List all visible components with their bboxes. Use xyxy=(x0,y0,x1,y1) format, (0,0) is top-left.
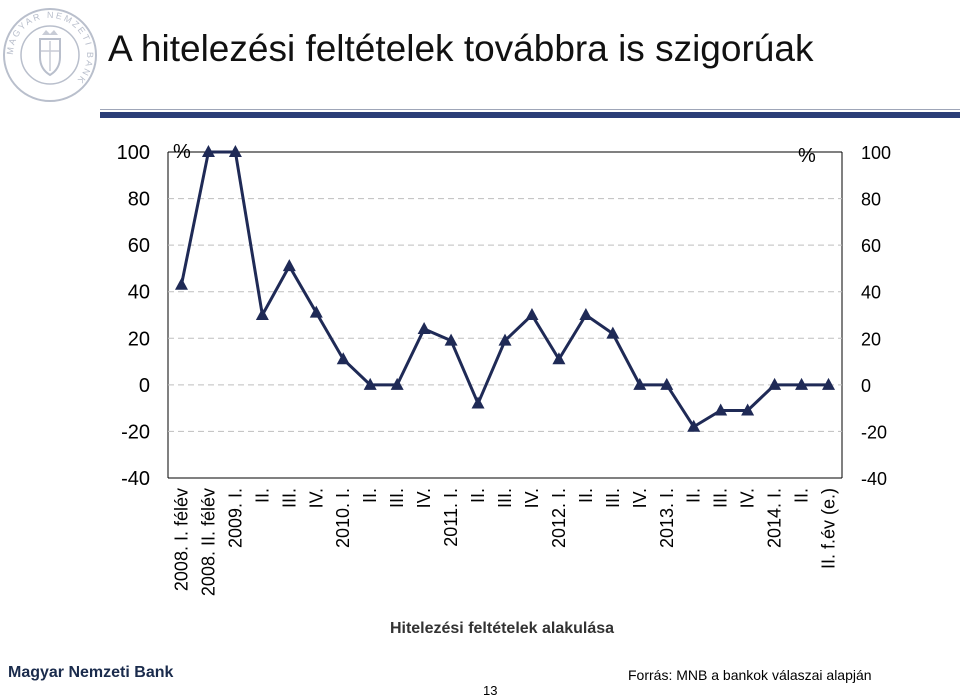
data-point-8 xyxy=(390,377,404,390)
x-tick-label-9: IV. xyxy=(414,488,434,508)
data-point-16 xyxy=(606,326,620,339)
x-tick-label-11: II. xyxy=(468,488,488,503)
y-tick-right-2: 60 xyxy=(861,236,881,256)
y-tick-right-6: -20 xyxy=(861,422,887,442)
data-point-10 xyxy=(444,333,458,346)
x-tick-label-24: II. f.év (e.) xyxy=(819,488,839,569)
x-tick-label-1: 2008. II. félév xyxy=(198,488,218,596)
y-tick-left-4: 20 xyxy=(128,328,150,350)
x-tick-label-16: III. xyxy=(603,488,623,508)
x-tick-label-2: 2009. I. xyxy=(225,488,245,548)
y-tick-left-1: 80 xyxy=(128,189,150,211)
mnb-logo: MAGYAR NEMZETI BANK xyxy=(3,8,97,102)
data-point-21 xyxy=(741,403,755,416)
y-tick-right-4: 20 xyxy=(861,329,881,349)
x-tick-label-10: 2011. I. xyxy=(441,488,461,547)
data-point-2 xyxy=(228,145,242,157)
data-point-18 xyxy=(660,377,674,390)
x-tick-label-19: II. xyxy=(684,488,704,503)
y-tick-right-1: 80 xyxy=(861,190,881,210)
data-point-15 xyxy=(579,308,593,320)
x-tick-label-18: 2013. I. xyxy=(657,488,677,548)
y-tick-right-7: -40 xyxy=(861,469,887,489)
footer-source: Forrás: MNB a bankok válaszai alapján xyxy=(628,667,872,683)
y-tick-left-7: -40 xyxy=(121,468,150,490)
series-line xyxy=(180,150,829,429)
data-point-11 xyxy=(471,396,485,409)
data-point-4 xyxy=(282,259,296,272)
y-tick-left-5: 0 xyxy=(139,375,150,397)
data-point-23 xyxy=(795,377,809,390)
y-tick-right-3: 40 xyxy=(861,283,881,303)
data-point-3 xyxy=(255,308,269,320)
x-tick-label-0: 2008. I. félév xyxy=(171,488,191,591)
y-tick-right-0: 100 xyxy=(861,143,891,163)
x-tick-label-7: II. xyxy=(360,488,380,503)
data-point-14 xyxy=(552,352,566,365)
data-point-22 xyxy=(768,377,782,390)
page-number: 13 xyxy=(483,683,498,698)
footer-bank-name: Magyar Nemzeti Bank xyxy=(8,664,174,681)
data-point-9 xyxy=(417,321,431,334)
x-tick-label-6: 2010. I. xyxy=(333,488,353,548)
x-tick-label-8: III. xyxy=(387,488,407,508)
header-rule-thin xyxy=(100,109,960,110)
data-point-19 xyxy=(687,419,701,432)
data-point-5 xyxy=(309,305,323,318)
x-tick-label-22: 2014. I. xyxy=(765,488,785,548)
line-chart: % % Hitelezési feltételek alakulása 100 1… xyxy=(117,141,891,637)
y-unit-right: % xyxy=(798,145,816,167)
data-point-17 xyxy=(633,377,647,390)
x-tick-label-15: II. xyxy=(576,488,596,503)
x-tick-label-5: IV. xyxy=(306,488,326,508)
x-axis-title: Hitelezési feltételek alakulása xyxy=(390,620,614,637)
y-tick-right-5: 0 xyxy=(861,376,871,396)
x-tick-label-20: III. xyxy=(711,488,731,508)
x-tick-label-21: IV. xyxy=(738,488,758,508)
x-tick-label-14: 2012. I. xyxy=(549,488,569,548)
data-point-12 xyxy=(498,333,512,346)
x-tick-label-3: II. xyxy=(252,488,272,503)
data-point-0 xyxy=(174,277,188,290)
data-point-24 xyxy=(822,377,836,390)
page-title: A hitelezési feltételek továbbra is szig… xyxy=(108,28,814,69)
data-point-13 xyxy=(525,308,539,320)
data-point-6 xyxy=(336,352,350,365)
header-rule-thick xyxy=(100,112,960,118)
y-tick-left-3: 40 xyxy=(128,282,150,304)
data-point-7 xyxy=(363,377,377,390)
y-tick-left-6: -20 xyxy=(121,421,150,443)
y-tick-left-0: 100 xyxy=(117,142,150,164)
x-tick-label-13: IV. xyxy=(522,488,542,508)
y-tick-left-2: 60 xyxy=(128,235,150,257)
data-point-20 xyxy=(714,403,728,416)
data-point-1 xyxy=(201,145,215,157)
x-tick-label-23: II. xyxy=(792,488,812,503)
x-tick-label-4: III. xyxy=(279,488,299,508)
x-tick-label-12: III. xyxy=(495,488,515,508)
x-tick-label-17: IV. xyxy=(630,488,650,508)
